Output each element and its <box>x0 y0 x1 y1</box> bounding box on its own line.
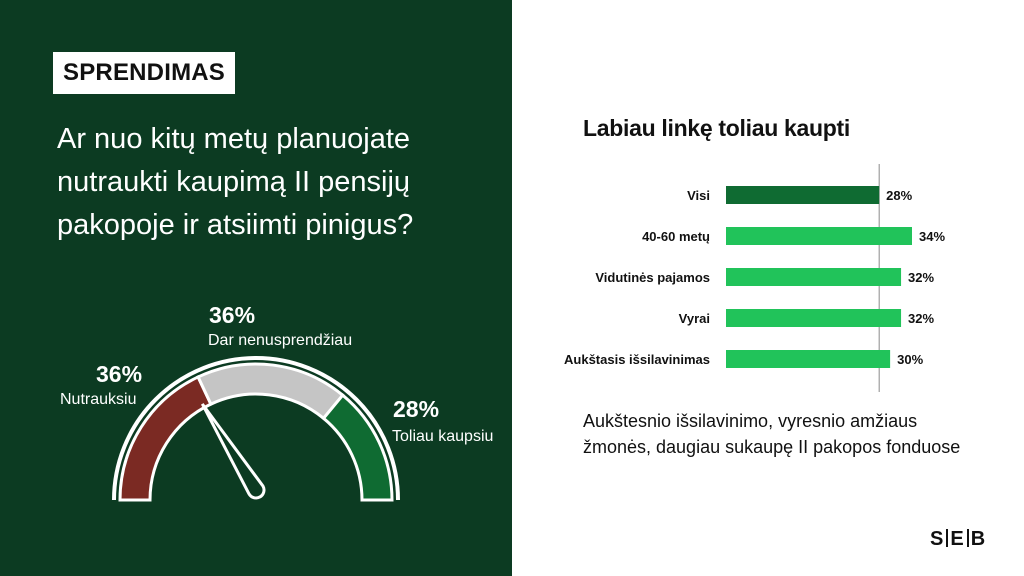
gauge-pct-nenusprendziau: 36% <box>209 302 256 328</box>
gauge-chart <box>112 356 400 502</box>
gauge-label-nenusprendziau: Dar nenusprendžiau <box>208 332 353 349</box>
bar-category-label: Vidutinės pajamos <box>595 270 710 285</box>
section-tag: SPRENDIMAS <box>53 52 236 94</box>
bar-value-label: 30% <box>897 352 923 367</box>
gauge-rim <box>112 356 400 501</box>
chart-note: Aukštesnio išsilavinimo, vyresnio amžiau… <box>583 411 961 457</box>
bar <box>726 268 902 286</box>
bar-value-label: 32% <box>908 270 934 285</box>
bar-chart: Visi 28% 40-60 metų 34% Vidutinės pajamos 32%… <box>564 164 945 392</box>
gauge-needle <box>200 403 266 500</box>
bar-category-label: Visi <box>687 188 710 203</box>
question-text: Ar nuo kitų metų planuojate nutraukti ka… <box>57 123 414 241</box>
left-panel: SPRENDIMAS Ar nuo kitų metų planuojate n… <box>0 0 512 576</box>
gauge-pct-nutrauksiu: 36% <box>96 361 143 387</box>
bar-category-label: 40-60 metų <box>642 229 710 244</box>
chart-title: Labiau linkę toliau kaupti <box>583 115 850 141</box>
bar-value-label: 28% <box>886 188 912 203</box>
bar-category-label: Aukštasis išsilavinimas <box>564 352 710 367</box>
bar <box>726 309 902 327</box>
bar-category-label: Vyrai <box>679 311 710 326</box>
gauge-label-toliau: Toliau kaupsiu <box>392 428 494 445</box>
gauge-pct-toliau: 28% <box>393 396 440 422</box>
bar <box>726 227 912 245</box>
bar <box>726 350 891 368</box>
gauge-segment-2 <box>321 393 394 502</box>
gauge-label-nutrauksiu: Nutrauksiu <box>60 391 137 408</box>
bar-value-label: 34% <box>919 229 945 244</box>
bar <box>726 186 880 204</box>
bar-value-label: 32% <box>908 311 934 326</box>
